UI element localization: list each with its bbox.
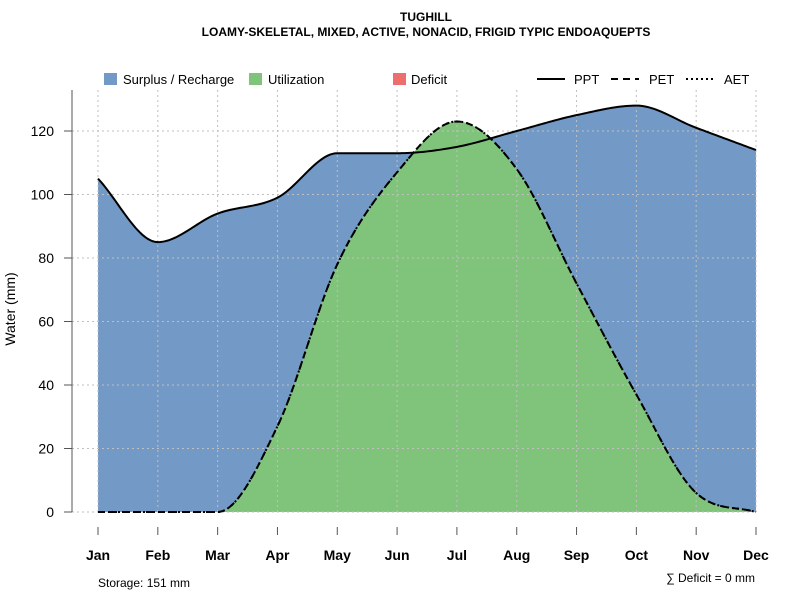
y-tick-label-1: 20 [38, 441, 54, 457]
utilization-area [98, 121, 756, 512]
x-tick-label-jan: Jan [86, 547, 110, 563]
x-tick-label-may: May [324, 547, 351, 563]
x-tick-label-aug: Aug [503, 547, 530, 563]
chart-title: TUGHILL [400, 10, 452, 24]
legend-swatch-surplus [104, 73, 117, 85]
y-tick-label-2: 40 [38, 377, 54, 393]
legend-label-aet: AET [724, 72, 749, 87]
y-tick-label-3: 60 [38, 314, 54, 330]
x-tick-label-oct: Oct [625, 547, 649, 563]
x-tick-label-sep: Sep [564, 547, 590, 563]
legend-label-deficit: Deficit [411, 72, 448, 87]
ppt-line [97, 104, 757, 244]
x-tick-label-jun: Jun [385, 547, 410, 563]
legend-label-pet: PET [649, 72, 674, 87]
x-tick-label-dec: Dec [743, 547, 769, 563]
legend-swatch-utilization [249, 73, 262, 85]
x-tick-label-mar: Mar [205, 547, 230, 563]
x-tick-label-jul: Jul [447, 547, 467, 563]
chart-subtitle: LOAMY-SKELETAL, MIXED, ACTIVE, NONACID, … [202, 25, 651, 39]
y-tick-label-6: 120 [31, 123, 55, 139]
y-tick-label-4: 80 [38, 250, 54, 266]
legend-label-utilization: Utilization [268, 72, 324, 87]
deficit-note: ∑ Deficit = 0 mm [666, 571, 755, 585]
storage-note: Storage: 151 mm [98, 576, 190, 590]
legend-label-surplus: Surplus / Recharge [123, 72, 234, 87]
y-tick-label-0: 0 [46, 504, 54, 520]
y-axis-label: Water (mm) [2, 272, 18, 345]
legend-swatch-deficit [393, 73, 406, 85]
legend-label-ppt: PPT [574, 72, 599, 87]
y-tick-label-5: 100 [31, 187, 55, 203]
x-tick-label-apr: Apr [265, 547, 290, 563]
x-tick-label-nov: Nov [683, 547, 710, 563]
pet-line [98, 120, 757, 513]
x-tick-label-feb: Feb [145, 547, 170, 563]
legend: Surplus / Recharge Utilization Deficit P… [104, 72, 749, 87]
plot-area: 0 20 40 60 80 100 120 Jan Feb Mar Apr May Jun Jul Aug S… [31, 90, 769, 563]
